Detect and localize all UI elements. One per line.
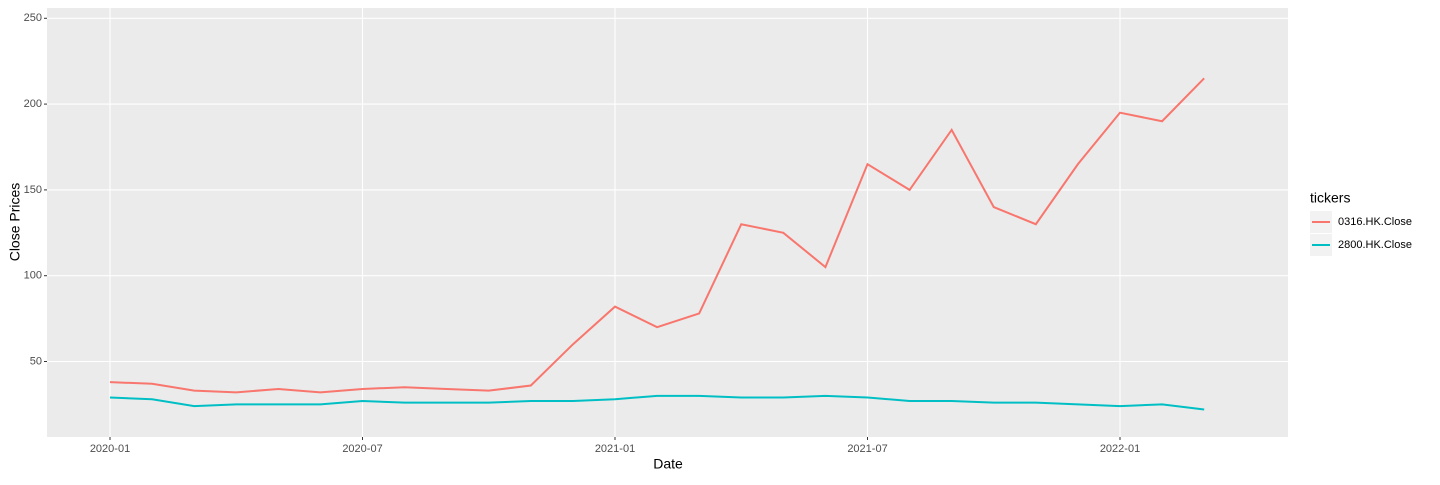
y-axis-title: Close Prices [7,183,23,262]
y-tick-label: 50 [30,355,42,367]
line [109,77,1205,394]
legend-title: tickers [1310,190,1350,206]
y-tick-label: 150 [24,184,42,196]
line [109,394,1205,411]
y-tick-label: 200 [24,98,42,110]
x-tick-label: 2022-01 [1100,443,1140,455]
legend-label: 0316.HK.Close [1338,216,1412,228]
y-tick-label: 100 [24,270,42,282]
panel [47,8,1288,437]
y-tick-label: 250 [24,12,42,24]
x-tick-label: 2021-01 [595,443,635,455]
x-tick-label: 2020-01 [90,443,130,455]
legend-label: 2800.HK.Close [1338,239,1412,251]
x-axis-title: Date [653,456,683,472]
x-tick-label: 2020-07 [342,443,382,455]
x-tick-label: 2021-07 [847,443,887,455]
